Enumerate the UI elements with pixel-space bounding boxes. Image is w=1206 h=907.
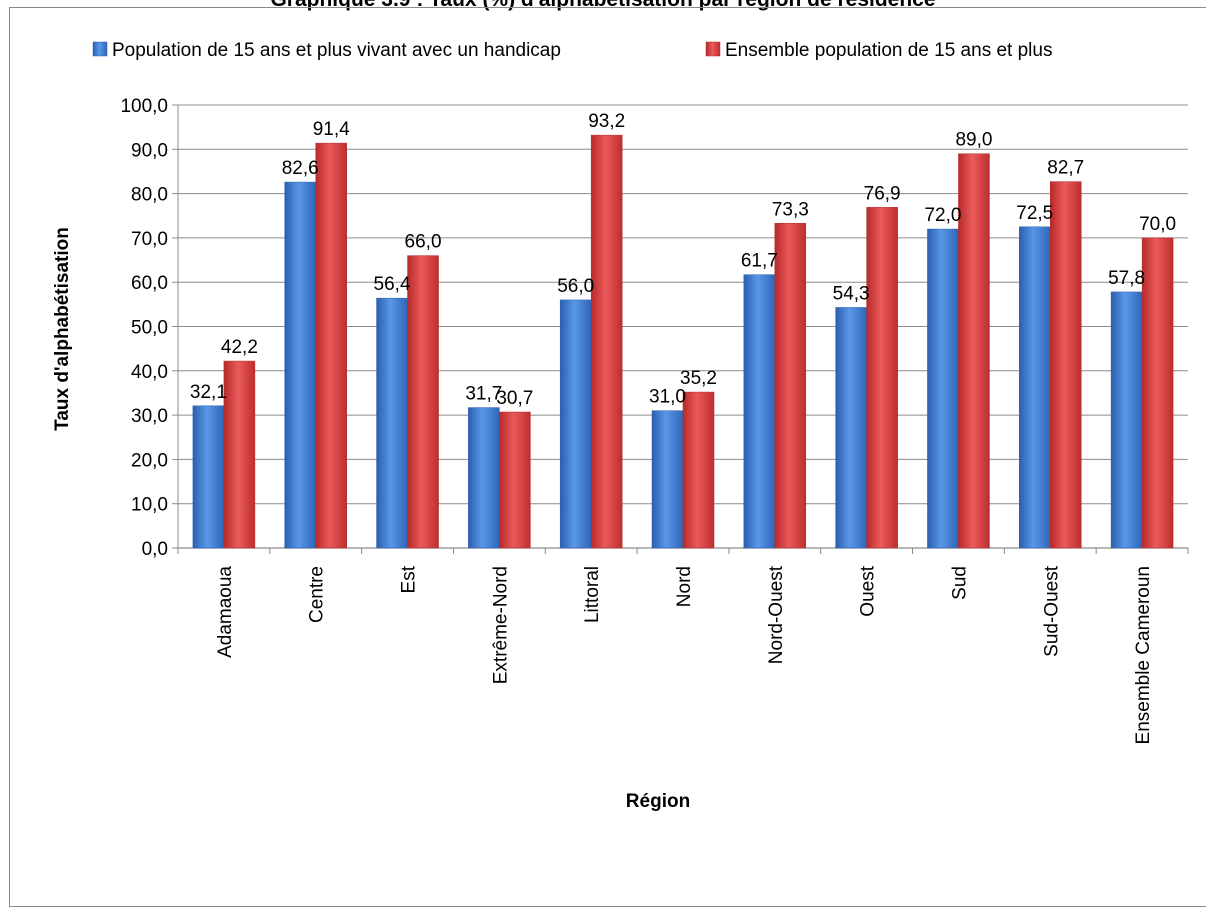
bars (192, 134, 1174, 549)
x-tick-label: Adamaoua (215, 566, 236, 658)
x-tick-label: Ouest (858, 565, 879, 616)
data-label: 56,4 (374, 274, 411, 295)
bar-series-1 (743, 274, 776, 549)
legend-swatch-series-1 (92, 41, 108, 57)
x-tick-label: Nord (674, 566, 695, 607)
y-tick-label: 30,0 (131, 406, 168, 427)
bar-series-1 (376, 297, 408, 549)
bar-chart: Population de 15 ans et plus vivant avec… (52, 40, 1189, 812)
data-label: 61,7 (741, 251, 778, 272)
y-tick-label: 0,0 (142, 539, 168, 560)
x-tick-label: Est (399, 565, 420, 593)
data-label: 73,3 (772, 199, 809, 220)
legend-swatch-series-2 (705, 41, 721, 57)
data-label: 30,7 (496, 388, 533, 409)
y-tick-label: 50,0 (131, 318, 168, 339)
bar-series-1 (927, 228, 959, 549)
bar-series-2 (499, 411, 531, 549)
bar-series-2 (407, 255, 439, 549)
bar-series-1 (1019, 226, 1051, 549)
y-axis-ticks: 0,0 10,0 20,0 30,0 40,0 50,0 60,0 70,0 80,0 90,0 1… (120, 96, 178, 560)
data-label: 89,0 (955, 130, 992, 151)
y-tick-label: 100,0 (120, 96, 168, 117)
data-label: 76,9 (864, 183, 901, 204)
bar-series-1 (835, 307, 867, 549)
legend-label-series-1: Population de 15 ans et plus vivant avec… (112, 40, 561, 61)
x-tick-label: Sud-Ouest (1041, 565, 1062, 657)
data-label: 54,3 (833, 283, 870, 304)
bar-series-2 (315, 142, 347, 549)
x-tick-label: Sud (949, 566, 970, 600)
bar-series-2 (958, 153, 990, 549)
bar-series-2 (682, 391, 715, 549)
x-tick-label: Nord-Ouest (766, 565, 787, 664)
x-axis-label: Région (626, 791, 690, 812)
y-tick-label: 70,0 (131, 229, 168, 250)
y-axis-label: Taux d'alphabétisation (52, 227, 73, 431)
x-tick-label: Littoral (582, 566, 603, 623)
bar-series-1 (284, 181, 316, 549)
y-tick-label: 90,0 (131, 140, 168, 161)
bar-series-2 (590, 134, 623, 549)
data-label: 31,7 (465, 384, 502, 405)
page-title: Graphique 3.9 : Taux (%) d'alphabétisati… (0, 0, 1206, 12)
x-tick-label: Extrême-Nord (490, 566, 511, 684)
y-tick-label: 80,0 (131, 185, 168, 206)
data-label: 72,0 (924, 205, 961, 226)
y-tick-label: 40,0 (131, 362, 168, 383)
x-tick-label: Centre (307, 566, 328, 623)
bar-series-1 (1110, 291, 1143, 549)
bar-series-1 (651, 410, 684, 549)
legend-label-series-2: Ensemble population de 15 ans et plus (725, 40, 1052, 61)
bar-series-2 (1050, 181, 1082, 549)
bar-series-2 (223, 360, 256, 549)
x-tick-label: Ensemble Cameroun (1133, 566, 1154, 744)
data-label: 31,0 (649, 387, 686, 408)
x-axis-ticks: Adamaoua Centre Est Extrême-Nord Littoral Nor… (177, 548, 1189, 744)
data-label: 56,0 (557, 276, 594, 297)
data-label: 57,8 (1108, 268, 1145, 289)
bar-series-1 (468, 407, 500, 549)
data-label: 70,0 (1139, 214, 1176, 235)
data-label: 42,2 (221, 337, 258, 358)
data-label: 93,2 (588, 111, 625, 132)
bar-series-2 (774, 223, 807, 549)
data-label: 82,7 (1047, 158, 1084, 179)
y-tick-label: 20,0 (131, 450, 168, 471)
data-label: 35,2 (680, 368, 717, 389)
bar-series-1 (559, 299, 592, 549)
y-tick-label: 60,0 (131, 273, 168, 294)
data-label: 91,4 (313, 119, 350, 140)
data-label: 82,6 (282, 158, 319, 179)
data-label: 66,0 (405, 232, 442, 253)
data-label: 32,1 (190, 382, 227, 403)
legend: Population de 15 ans et plus vivant avec… (92, 40, 1052, 61)
y-tick-label: 10,0 (131, 495, 168, 516)
data-label: 72,5 (1016, 203, 1053, 224)
bar-series-2 (866, 207, 898, 549)
bar-series-1 (192, 405, 225, 549)
data-labels: 32,1 42,2 82,6 91,4 56,4 66,0 31,730,7 56,0 93,2… (190, 111, 1176, 409)
bar-series-2 (1141, 237, 1174, 549)
